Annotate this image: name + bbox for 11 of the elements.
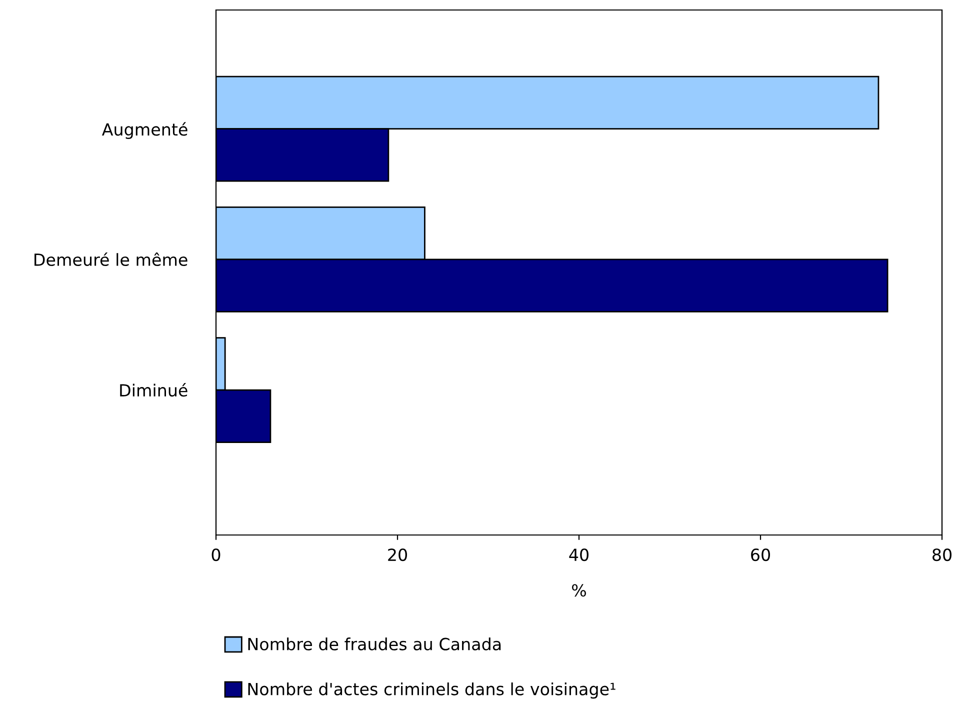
legend-label: Nombre d'actes criminels dans le voisinage¹ xyxy=(248,682,616,699)
x-tick-label: 40 xyxy=(569,548,588,562)
x-tick-label: 80 xyxy=(932,548,952,562)
y-tick-label: Augmenté xyxy=(102,122,188,139)
x-tick-label: 20 xyxy=(388,548,407,562)
y-tick-label: Demeuré le même xyxy=(34,252,188,266)
x-tick-label: 60 xyxy=(751,548,770,562)
x-tick-label: 0 xyxy=(212,548,220,562)
y-tick-label: Diminué xyxy=(120,383,188,397)
x-axis-title: % xyxy=(572,584,586,597)
legend-label: Nombre de fraudes au Canada xyxy=(248,638,501,650)
